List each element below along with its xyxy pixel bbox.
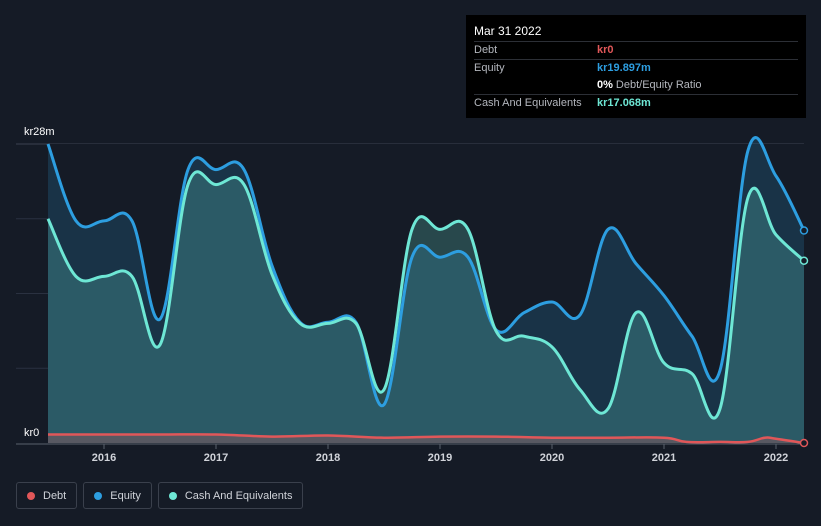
tooltip-cash-value: kr17.068m xyxy=(597,97,651,109)
cash-and-equivalents-line xyxy=(46,170,806,420)
x-tick-label-2019: 2019 xyxy=(428,452,452,464)
tooltip-equity-value: kr19.897m xyxy=(597,62,651,74)
x-tick-label-2017: 2017 xyxy=(204,452,228,464)
debt-area xyxy=(48,434,804,443)
tooltip-ratio-value: 0% xyxy=(597,79,613,91)
x-tick-label-2021: 2021 xyxy=(652,452,676,464)
tooltip-date: Mar 31 2022 xyxy=(474,24,542,38)
tooltip-cash-label: Cash And Equivalents xyxy=(474,97,582,109)
axes: 2016 2017 2018 2019 2020 2021 2022 kr28m kr0 xyxy=(16,126,804,464)
tooltip-debt-label: Debt xyxy=(474,44,498,56)
y-tick-label-top: kr28m xyxy=(24,126,55,138)
grid-lines xyxy=(16,143,804,443)
y-tick-label-bottom: kr0 xyxy=(24,427,39,439)
chart-legend: Debt Equity Cash And Equivalents xyxy=(16,482,304,509)
debt-end-marker xyxy=(799,438,809,448)
debt-dot-icon xyxy=(27,491,35,500)
tooltip-equity-label: Equity xyxy=(474,62,505,74)
equity-dot-icon xyxy=(94,491,103,500)
series-lines xyxy=(46,136,806,445)
tooltip-debt-value: kr0 xyxy=(597,44,614,56)
legend-item-equity[interactable]: Equity xyxy=(83,482,152,509)
cash-and-equivalents-end-marker xyxy=(799,256,809,265)
tooltip-ratio-suffix: Debt/Equity Ratio xyxy=(615,79,702,91)
series-areas xyxy=(48,137,804,443)
end-markers xyxy=(799,226,809,448)
tooltip-ratio-label xyxy=(474,77,597,94)
cash-dot-icon xyxy=(168,491,177,500)
x-tick-label-2020: 2020 xyxy=(540,452,564,464)
plot-background xyxy=(48,144,804,443)
legend-debt-label: Debt xyxy=(43,489,67,502)
legend-cash-label: Cash And Equivalents xyxy=(184,489,293,502)
tooltip-row-debt: Debt kr0 xyxy=(474,41,798,59)
tooltip-row-cash: Cash And Equivalents kr17.068m xyxy=(474,94,798,112)
x-tick-label-2016: 2016 xyxy=(92,452,116,464)
equity-area xyxy=(48,137,804,443)
legend-item-cash[interactable]: Cash And Equivalents xyxy=(157,482,304,509)
data-tooltip: Mar 31 2022 Debt kr0 Equity kr19.897m 0%… xyxy=(466,15,806,118)
cash-and-equivalents-area xyxy=(48,171,804,443)
equity-line xyxy=(46,136,806,408)
equity-end-marker xyxy=(799,226,809,235)
legend-item-debt[interactable]: Debt xyxy=(16,482,78,509)
x-tick-label-2018: 2018 xyxy=(316,452,340,464)
legend-equity-label: Equity xyxy=(110,489,141,502)
tooltip-row-ratio: 0% Debt/Equity Ratio xyxy=(474,77,798,94)
debt-line xyxy=(48,433,805,445)
x-tick-label-2022: 2022 xyxy=(764,452,788,464)
tooltip-row-equity: Equity kr19.897m xyxy=(474,59,798,77)
